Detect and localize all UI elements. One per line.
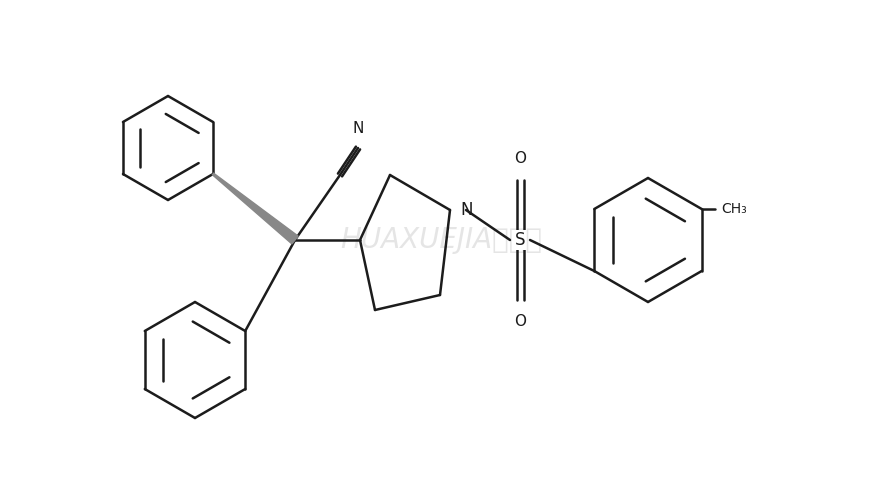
- Text: CH₃: CH₃: [721, 202, 747, 216]
- Text: HUAXUEJIA化学加: HUAXUEJIA化学加: [340, 226, 542, 254]
- Text: O: O: [514, 151, 526, 166]
- Polygon shape: [213, 173, 298, 244]
- Text: S: S: [515, 231, 526, 249]
- Text: N: N: [460, 201, 473, 219]
- Text: N: N: [352, 121, 363, 136]
- Text: O: O: [514, 314, 526, 329]
